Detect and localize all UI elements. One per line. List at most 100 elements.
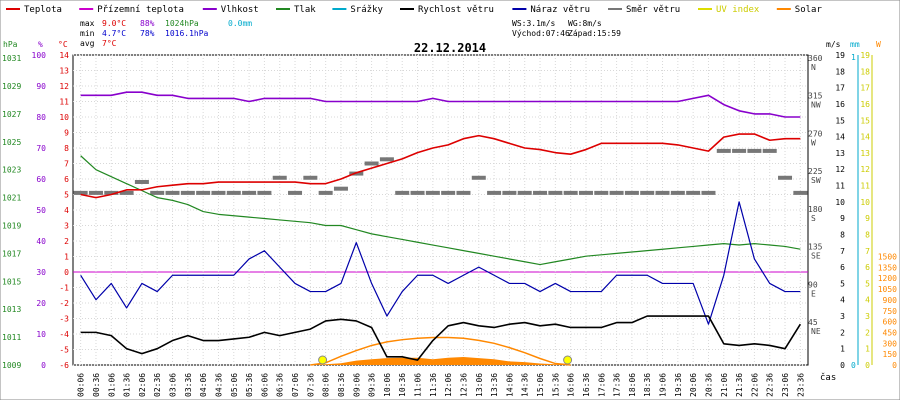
ms-tick-label: 8 (840, 230, 845, 239)
wind-direction-mark (716, 148, 731, 153)
x-tick-label: 08:36 (337, 373, 346, 397)
stat-value: 1024hPa (165, 19, 199, 28)
mm-tick-label: 1 (851, 53, 856, 62)
w-tick-label: 450 (883, 328, 898, 337)
x-tick-label: 20:06 (689, 373, 698, 397)
mm-axis-unit: mm (850, 40, 860, 49)
x-tick-label: 18:06 (628, 373, 637, 397)
temp-tick-label: 6 (64, 175, 69, 184)
w-tick-label: 600 (883, 318, 898, 327)
x-tick-label: 17:36 (613, 373, 622, 397)
ms-tick-label: 0 (840, 361, 845, 370)
legend-label: Vlhkost (221, 5, 259, 15)
dir-tick-value: 360 (808, 54, 823, 63)
x-tick-label: 23:06 (781, 373, 790, 397)
temp-axis-unit: °C (58, 40, 68, 49)
w-tick-label: 1200 (878, 274, 897, 283)
temp-tick-label: 11 (59, 98, 69, 107)
x-tick-label: 00:36 (92, 373, 101, 397)
x-tick-label: 15:06 (536, 373, 545, 397)
dir-tick-value: 180 (808, 205, 823, 214)
wind-gust-line (80, 201, 801, 325)
wind-direction-mark (471, 175, 486, 180)
pct-tick-label: 10 (36, 330, 46, 339)
wind-direction-mark (395, 190, 410, 195)
uv-tick-label: 9 (865, 214, 870, 223)
pressure-line (80, 155, 801, 266)
wind-direction-mark (134, 179, 149, 184)
wind-direction-mark (410, 190, 425, 195)
ms-tick-label: 4 (840, 296, 845, 305)
wind-direction-mark (88, 190, 103, 195)
wind-direction-mark (655, 190, 670, 195)
wind-direction-mark (226, 190, 241, 195)
wind-direction-mark (119, 190, 134, 195)
legend: Teplota Přízemní teplota Vlhkost Tlak Srážky… (6, 5, 822, 15)
dir-tick-label: E (811, 289, 816, 298)
uv-tick-label: 5 (865, 279, 870, 288)
uv-tick-label: 16 (860, 100, 870, 109)
dir-tick-value: 315 (808, 92, 823, 101)
solar-area (310, 357, 571, 365)
ms-tick-label: 18 (835, 67, 845, 76)
x-tick-label: 05:06 (230, 373, 239, 397)
uv-tick-label: 8 (865, 230, 870, 239)
hpa-tick-label: 1031 (2, 54, 21, 63)
wind-direction-mark (747, 148, 762, 153)
temp-tick-label: -6 (59, 361, 69, 370)
x-tick-label: 14:36 (521, 373, 530, 397)
ms-tick-label: 10 (835, 198, 845, 207)
uv-tick-label: 13 (860, 149, 870, 158)
x-tick-label: 03:36 (184, 373, 193, 397)
mm-tick-label: 0 (851, 361, 856, 370)
stat-value: 9.0°C (102, 19, 126, 28)
x-tick-label: 13:36 (490, 373, 499, 397)
pct-tick-label: 0 (41, 361, 46, 370)
dir-tick-label: SW (811, 176, 821, 185)
x-tick-label: 10:36 (398, 373, 407, 397)
hpa-tick-label: 1009 (2, 361, 21, 370)
sunrise-marker (318, 355, 328, 365)
wind-direction-mark (578, 190, 593, 195)
temp-tick-label: 0 (64, 268, 69, 277)
pct-tick-label: 90 (36, 82, 46, 91)
wind-direction-mark (425, 190, 440, 195)
temp-tick-label: 8 (64, 144, 69, 153)
wind-direction-mark (533, 190, 548, 195)
x-axis-label: čas (820, 372, 836, 383)
hpa-tick-label: 1015 (2, 277, 21, 286)
hpa-tick-label: 1019 (2, 222, 21, 231)
x-tick-label: 23:36 (796, 373, 805, 397)
wind-direction-mark (364, 161, 379, 166)
hpa-tick-label: 1025 (2, 138, 21, 147)
ms-tick-label: 16 (835, 100, 845, 109)
x-tick-label: 09:06 (352, 373, 361, 397)
dir-tick-label: S (811, 214, 816, 223)
stat-value: 1016.1hPa (165, 29, 209, 38)
x-tick-label: 14:06 (505, 373, 514, 397)
hpa-tick-label: 1029 (2, 82, 21, 91)
uv-tick-label: 19 (860, 51, 870, 60)
grid (72, 54, 809, 366)
x-tick-label: 16:36 (582, 373, 591, 397)
pct-tick-label: 40 (36, 237, 46, 246)
w-tick-label: 0 (892, 361, 897, 370)
pct-tick-label: 80 (36, 113, 46, 122)
pct-tick-label: 20 (36, 299, 46, 308)
solar-theoretical-line (310, 336, 571, 366)
temp-tick-label: 1 (64, 253, 69, 262)
sunset-marker (563, 355, 573, 365)
temp-tick-label: -4 (59, 330, 69, 339)
temp-tick-label: 10 (59, 113, 69, 122)
stat-ws: WS:3.1m/s (512, 19, 556, 28)
w-tick-label: 150 (883, 350, 898, 359)
legend-label: Rychlost větru (418, 5, 494, 15)
x-tick-label: 17:06 (597, 373, 606, 397)
ms-tick-label: 9 (840, 214, 845, 223)
stat-value: avg (80, 39, 95, 48)
legend-label: Náraz větru (530, 5, 590, 15)
wind-direction-mark (563, 190, 578, 195)
x-tick-label: 08:06 (322, 373, 331, 397)
x-tick-label: 06:36 (276, 373, 285, 397)
x-tick-label: 03:06 (169, 373, 178, 397)
